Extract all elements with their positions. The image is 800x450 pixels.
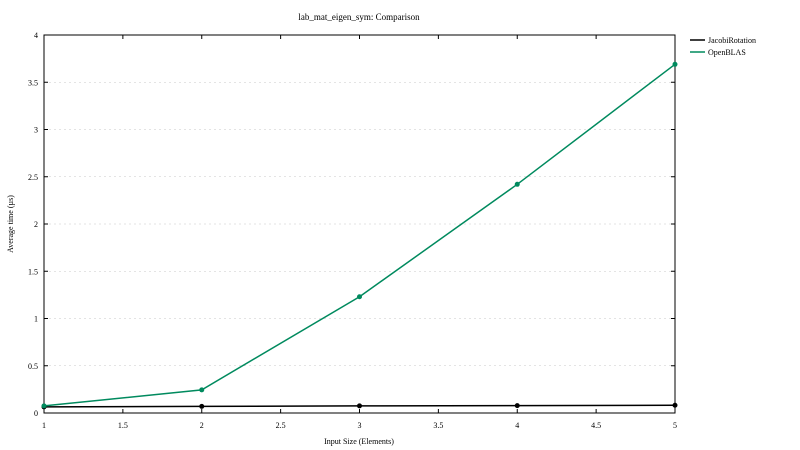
x-tick-label: 2 xyxy=(200,421,204,430)
x-tick-label: 1 xyxy=(42,421,46,430)
data-point-openblas xyxy=(199,387,205,393)
grid xyxy=(44,81,675,367)
data-point-jacobirotation xyxy=(357,403,362,409)
data-point-openblas xyxy=(514,181,520,187)
y-tick-label: 1.5 xyxy=(28,267,38,276)
series xyxy=(41,61,678,410)
x-axis-label: Input Size (Elements) xyxy=(324,437,394,446)
axis-ticks: 0 0.5 1 1.5 2 2.5 3 3.5 4 1 1.5 2 2.5 3 3.5 4 4.5 5 xyxy=(28,31,677,430)
y-axis-label: Average time (µs) xyxy=(6,195,15,253)
x-tick-label: 5 xyxy=(673,421,677,430)
data-point-openblas xyxy=(41,403,47,409)
x-tick-label: 4 xyxy=(515,421,519,430)
data-point-jacobirotation xyxy=(199,403,205,409)
data-point-jacobirotation xyxy=(672,402,678,408)
y-tick-label: 3 xyxy=(34,126,38,135)
y-tick-label: 2.5 xyxy=(28,173,38,182)
y-tick-label: 1 xyxy=(34,315,38,324)
x-tick-label: 3.5 xyxy=(433,421,443,430)
chart-title: lab_mat_eigen_sym: Comparison xyxy=(298,12,420,22)
y-tick-label: 4 xyxy=(34,31,38,40)
x-tick-label: 2.5 xyxy=(276,421,286,430)
y-tick-label: 0 xyxy=(34,409,38,418)
y-tick-label: 3.5 xyxy=(28,78,38,87)
series-line-openblas xyxy=(43,63,676,407)
data-point-openblas xyxy=(357,294,362,300)
x-tick-label: 3 xyxy=(358,421,362,430)
y-tick-label: 0.5 xyxy=(28,362,38,371)
x-tick-label: 1.5 xyxy=(118,421,128,430)
legend: JacobiRotation OpenBLAS xyxy=(690,36,756,57)
legend-label-openblas: OpenBLAS xyxy=(708,48,746,57)
legend-label-jacobirotation: JacobiRotation xyxy=(708,36,756,45)
data-point-openblas xyxy=(672,61,678,67)
x-tick-label: 4.5 xyxy=(591,421,601,430)
data-point-jacobirotation xyxy=(514,403,520,409)
y-tick-label: 2 xyxy=(34,220,38,229)
